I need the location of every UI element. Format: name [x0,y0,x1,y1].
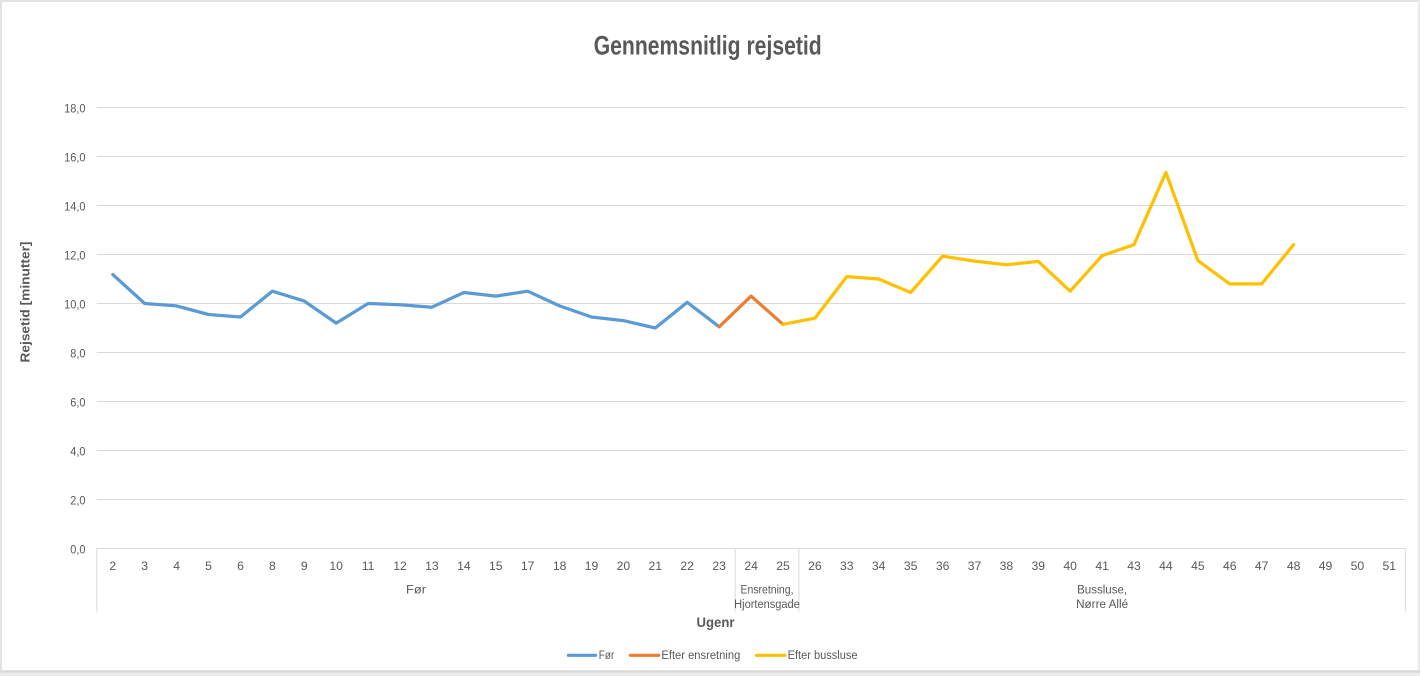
svg-text:10,0: 10,0 [64,298,86,312]
svg-text:Ugenr: Ugenr [697,614,736,630]
svg-text:16,0: 16,0 [64,151,86,165]
svg-text:2: 2 [109,559,116,573]
svg-text:Efter ensretning: Efter ensretning [661,648,740,662]
svg-text:49: 49 [1319,559,1333,573]
svg-text:43: 43 [1127,559,1141,573]
svg-text:18: 18 [553,559,567,573]
svg-text:25: 25 [776,559,790,573]
svg-text:Før: Før [599,648,615,662]
svg-text:17: 17 [521,559,535,573]
svg-text:38: 38 [1000,559,1014,573]
svg-text:11: 11 [362,559,375,573]
svg-text:46: 46 [1223,559,1237,573]
svg-text:19: 19 [585,559,599,573]
svg-text:9: 9 [301,559,308,573]
svg-text:8,0: 8,0 [70,347,85,361]
svg-text:39: 39 [1032,559,1046,573]
svg-text:Bussluse,: Bussluse, [1077,582,1127,596]
svg-text:5: 5 [205,559,212,573]
svg-text:35: 35 [904,559,918,573]
svg-text:15: 15 [489,559,503,573]
svg-text:12,0: 12,0 [64,249,86,263]
svg-text:Efter bussluse: Efter bussluse [788,648,858,662]
svg-text:Før: Før [406,582,426,596]
svg-text:23: 23 [712,559,726,573]
svg-text:48: 48 [1287,559,1301,573]
svg-text:20: 20 [617,559,631,573]
svg-text:45: 45 [1191,559,1205,573]
svg-text:22: 22 [680,559,694,573]
svg-text:0,0: 0,0 [70,543,85,557]
svg-text:13: 13 [425,559,439,573]
svg-text:14: 14 [457,559,471,573]
svg-text:12: 12 [393,559,407,573]
svg-text:14,0: 14,0 [64,200,86,214]
svg-text:Nørre Allé: Nørre Allé [1076,597,1128,611]
svg-text:40: 40 [1063,559,1077,573]
svg-text:3: 3 [141,559,148,573]
svg-text:26: 26 [808,559,822,573]
svg-text:36: 36 [936,559,950,573]
svg-text:6: 6 [237,559,244,573]
svg-text:Ensretning,: Ensretning, [741,582,794,596]
svg-text:18,0: 18,0 [64,102,86,116]
svg-text:Gennemsnitlig rejsetid: Gennemsnitlig rejsetid [594,30,822,60]
svg-text:47: 47 [1255,559,1269,573]
svg-text:51: 51 [1383,559,1397,573]
svg-text:21: 21 [649,559,663,573]
svg-text:2,0: 2,0 [70,494,85,508]
svg-text:50: 50 [1351,559,1365,573]
svg-text:24: 24 [744,559,758,573]
svg-text:10: 10 [329,559,343,573]
svg-text:44: 44 [1159,559,1173,573]
svg-text:41: 41 [1095,559,1109,573]
svg-text:8: 8 [269,559,276,573]
svg-text:33: 33 [840,559,854,573]
svg-text:Rejsetid [minutter]: Rejsetid [minutter] [18,242,33,363]
svg-text:37: 37 [968,559,982,573]
svg-text:4,0: 4,0 [70,445,85,459]
svg-text:34: 34 [872,559,886,573]
svg-text:Hjortensgade: Hjortensgade [734,597,800,611]
svg-text:6,0: 6,0 [70,396,85,410]
svg-text:4: 4 [173,559,180,573]
